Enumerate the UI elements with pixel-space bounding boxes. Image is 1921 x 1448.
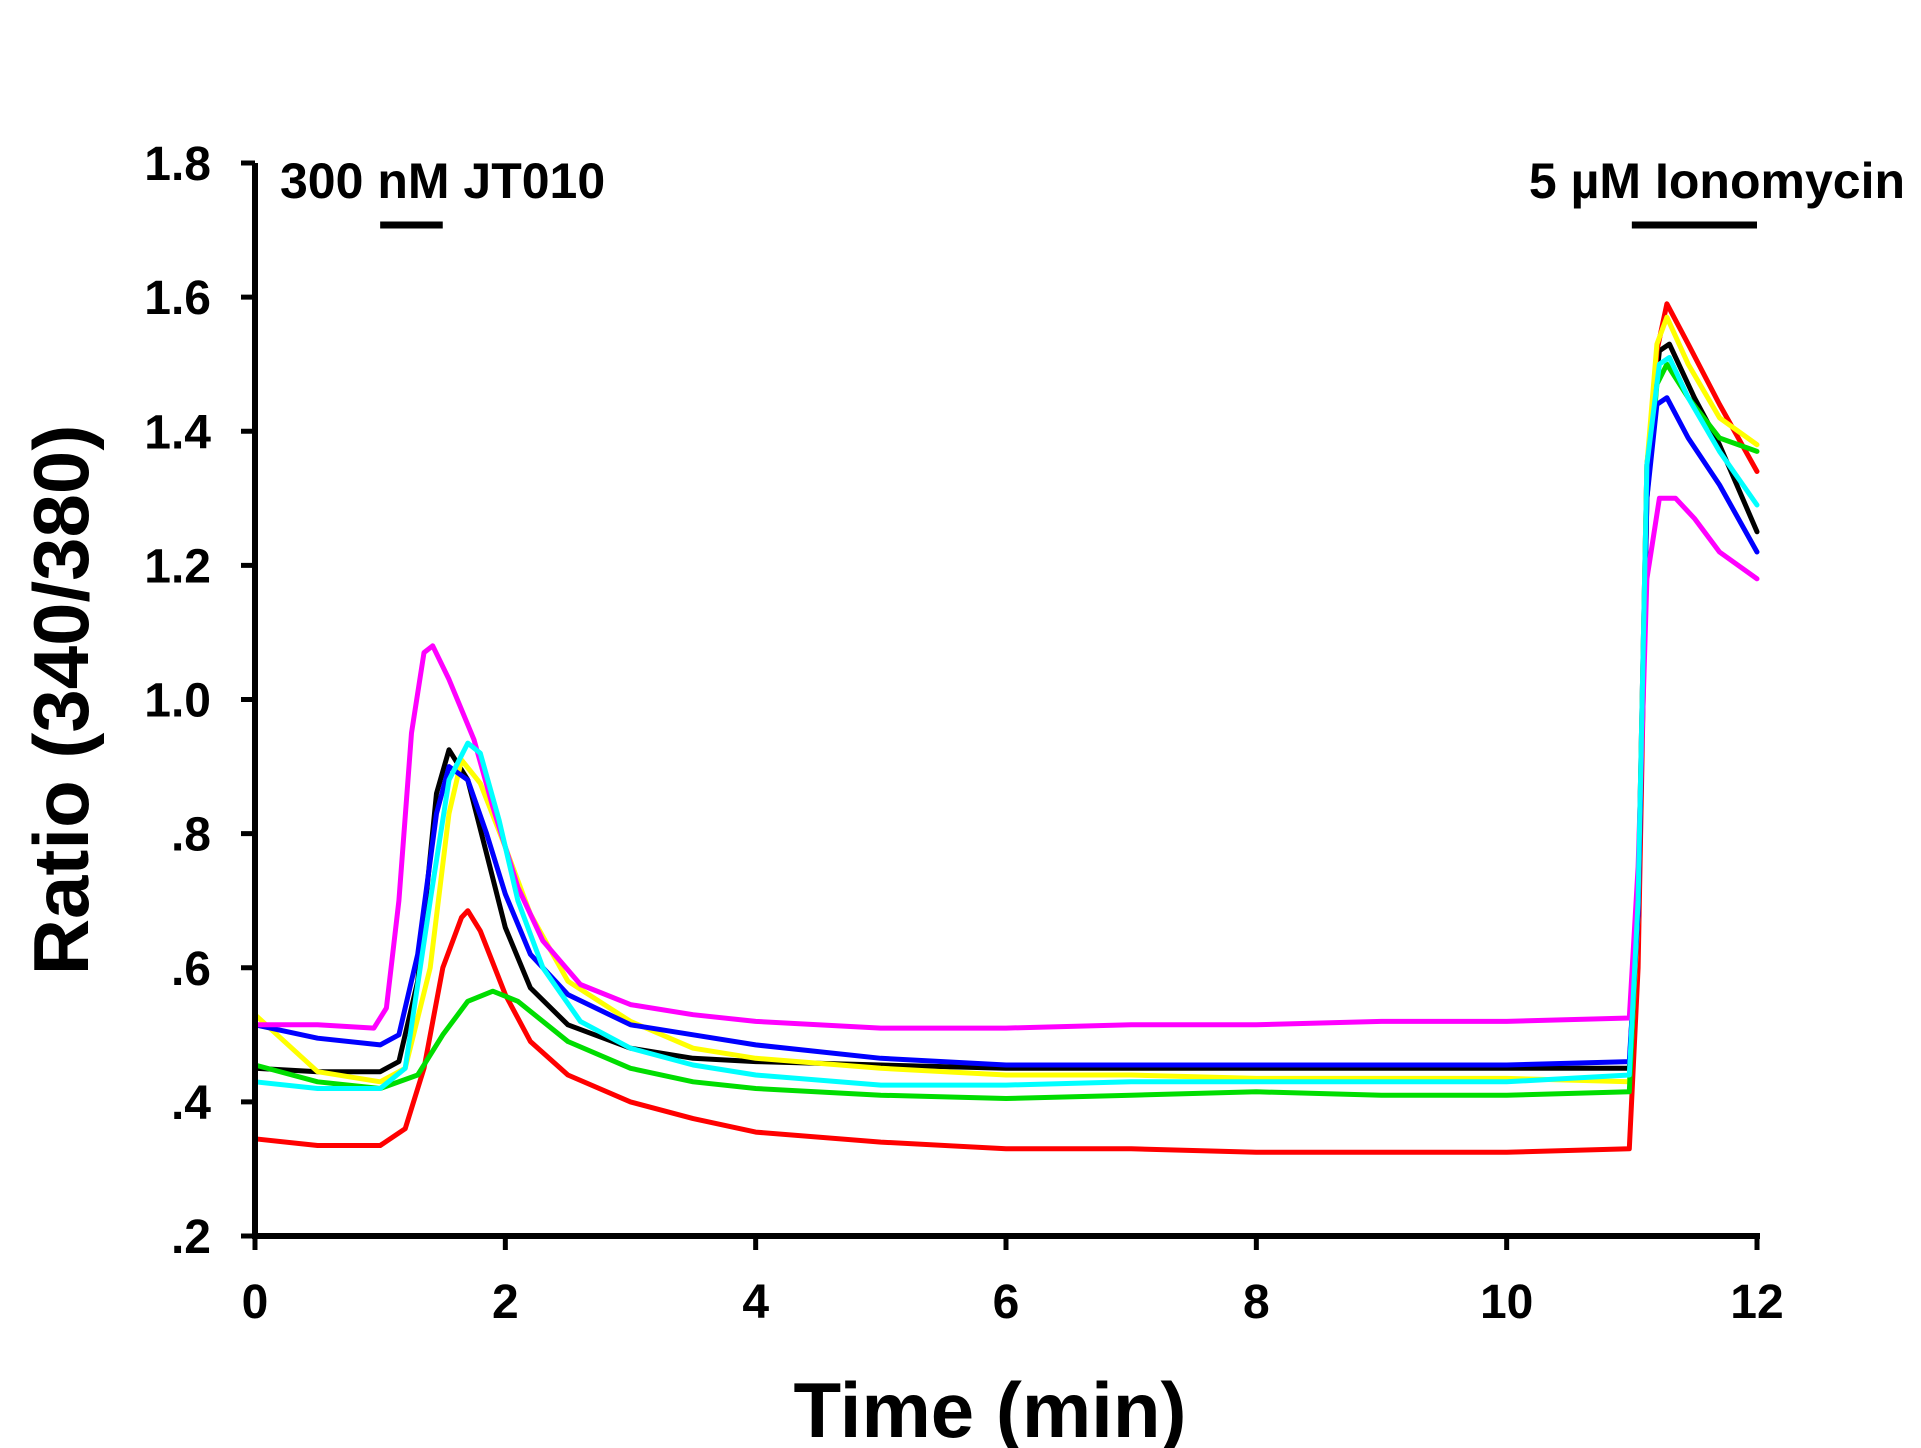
x-tick-label: 4 [742, 1276, 769, 1329]
annotation-label-2: 5 µM Ionomycin [1529, 153, 1905, 209]
series-line-4 [252, 361, 1760, 1101]
annotation-label-1: 300 nM JT010 [280, 153, 605, 209]
series-line-2 [252, 301, 1760, 1155]
y-tick-label: 1.6 [144, 272, 211, 325]
y-tick-label: .4 [171, 1077, 211, 1130]
annotations: 300 nM JT010 5 µM Ionomycin [280, 153, 1905, 229]
y-tick-label: 1.8 [144, 138, 211, 191]
series-line-6 [252, 495, 1760, 1031]
series-line-3 [252, 314, 1760, 1085]
x-tick-label: 12 [1730, 1276, 1783, 1329]
series-line-7 [252, 355, 1760, 1091]
y-tick-label: 1.2 [144, 540, 211, 593]
x-tick-label: 0 [242, 1276, 269, 1329]
x-tick-label: 8 [1243, 1276, 1270, 1329]
x-axis-title: Time (min) [794, 1366, 1187, 1448]
x-tick-label: 10 [1480, 1276, 1533, 1329]
y-tick-label: .2 [171, 1211, 211, 1264]
ticks: 0 2 4 6 8 10 12 .2 .4 .6 .8 1.0 1.2 1.4 1.6 1.8 [144, 138, 1783, 1329]
x-tick-label: 2 [492, 1276, 519, 1329]
y-tick-label: 1.0 [144, 675, 211, 728]
series-line-5 [252, 395, 1760, 1068]
y-axis-title: Ratio (340/380) [17, 425, 105, 976]
y-tick-label: .8 [171, 809, 211, 862]
series-layer [252, 301, 1760, 1155]
y-tick-label: .6 [171, 943, 211, 996]
series-line-1 [252, 341, 1760, 1075]
x-tick-label: 6 [993, 1276, 1020, 1329]
y-tick-label: 1.4 [144, 406, 211, 459]
